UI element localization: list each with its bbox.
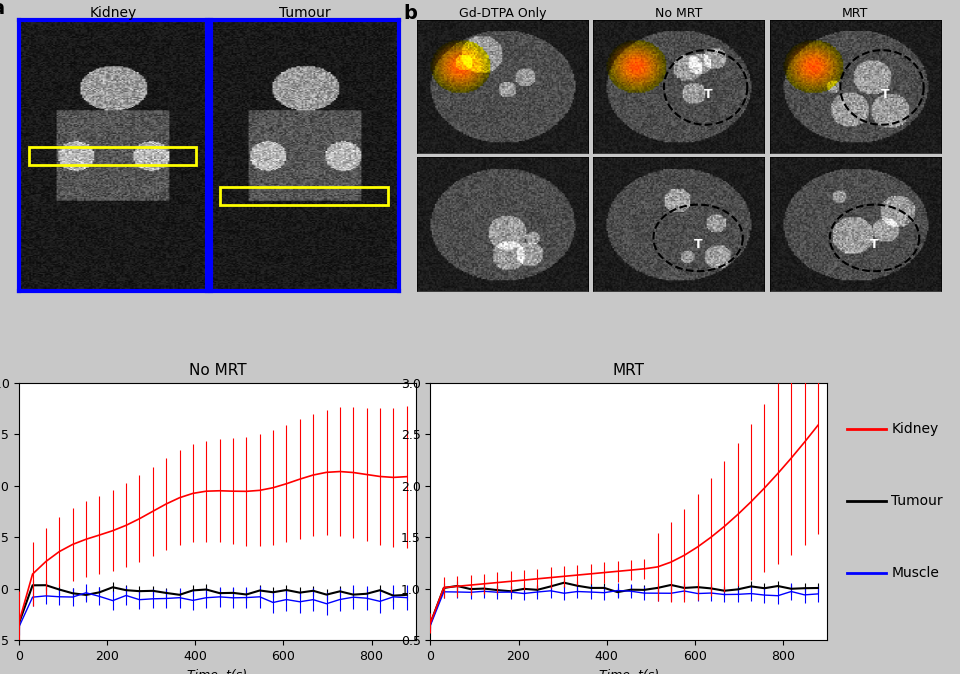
Text: T: T: [705, 88, 713, 100]
Title: Tumour: Tumour: [279, 6, 330, 20]
Title: No MRT: No MRT: [188, 363, 246, 377]
Text: T: T: [694, 238, 703, 251]
Title: MRT: MRT: [842, 7, 869, 20]
Bar: [29, 147, 196, 165]
X-axis label: Time, t(s): Time, t(s): [187, 669, 248, 674]
Text: Kidney: Kidney: [891, 422, 939, 436]
Text: a: a: [0, 0, 4, 18]
X-axis label: Time, t(s): Time, t(s): [599, 669, 659, 674]
Bar: [220, 187, 388, 206]
Text: T: T: [880, 88, 889, 100]
Text: Muscle: Muscle: [891, 566, 939, 580]
Title: Kidney: Kidney: [89, 6, 136, 20]
Text: b: b: [403, 4, 417, 23]
Title: MRT: MRT: [612, 363, 645, 377]
Text: Tumour: Tumour: [891, 494, 943, 508]
Title: No MRT: No MRT: [655, 7, 703, 20]
Title: Gd-DTPA Only: Gd-DTPA Only: [459, 7, 546, 20]
Text: T: T: [870, 238, 878, 251]
